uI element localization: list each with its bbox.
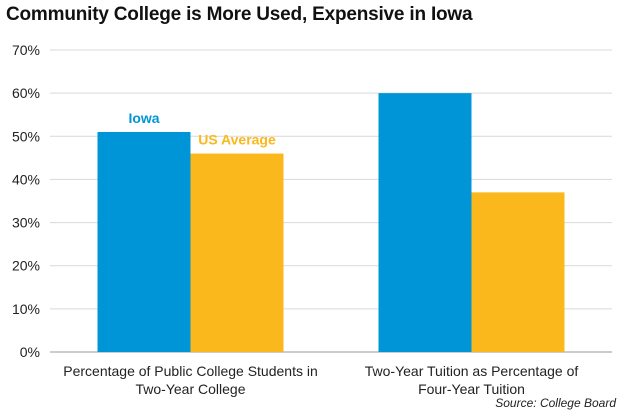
y-tick-label: 70% — [12, 42, 40, 58]
y-tick-label: 0% — [20, 344, 40, 360]
source-note: Source: College Board — [495, 396, 616, 410]
x-category-label: Two-Year Tuition as Percentage of — [365, 363, 579, 379]
bar-iowa — [378, 93, 472, 353]
y-tick-label: 10% — [12, 301, 40, 317]
y-tick-label: 20% — [12, 258, 40, 274]
y-tick-label: 60% — [12, 85, 40, 101]
bar-us-average — [471, 192, 565, 352]
bar-iowa — [97, 131, 191, 352]
series-label: US Average — [198, 132, 276, 148]
y-tick-label: 50% — [12, 128, 40, 144]
x-category-label: Percentage of Public College Students in — [63, 363, 318, 379]
chart-title: Community College is More Used, Expensiv… — [6, 4, 473, 25]
x-category-label: Two-Year College — [136, 381, 246, 397]
series-label: Iowa — [128, 110, 159, 126]
bar-us-average — [190, 153, 284, 352]
y-tick-label: 40% — [12, 171, 40, 187]
y-tick-label: 30% — [12, 215, 40, 231]
x-category-label: Four-Year Tuition — [418, 381, 525, 397]
